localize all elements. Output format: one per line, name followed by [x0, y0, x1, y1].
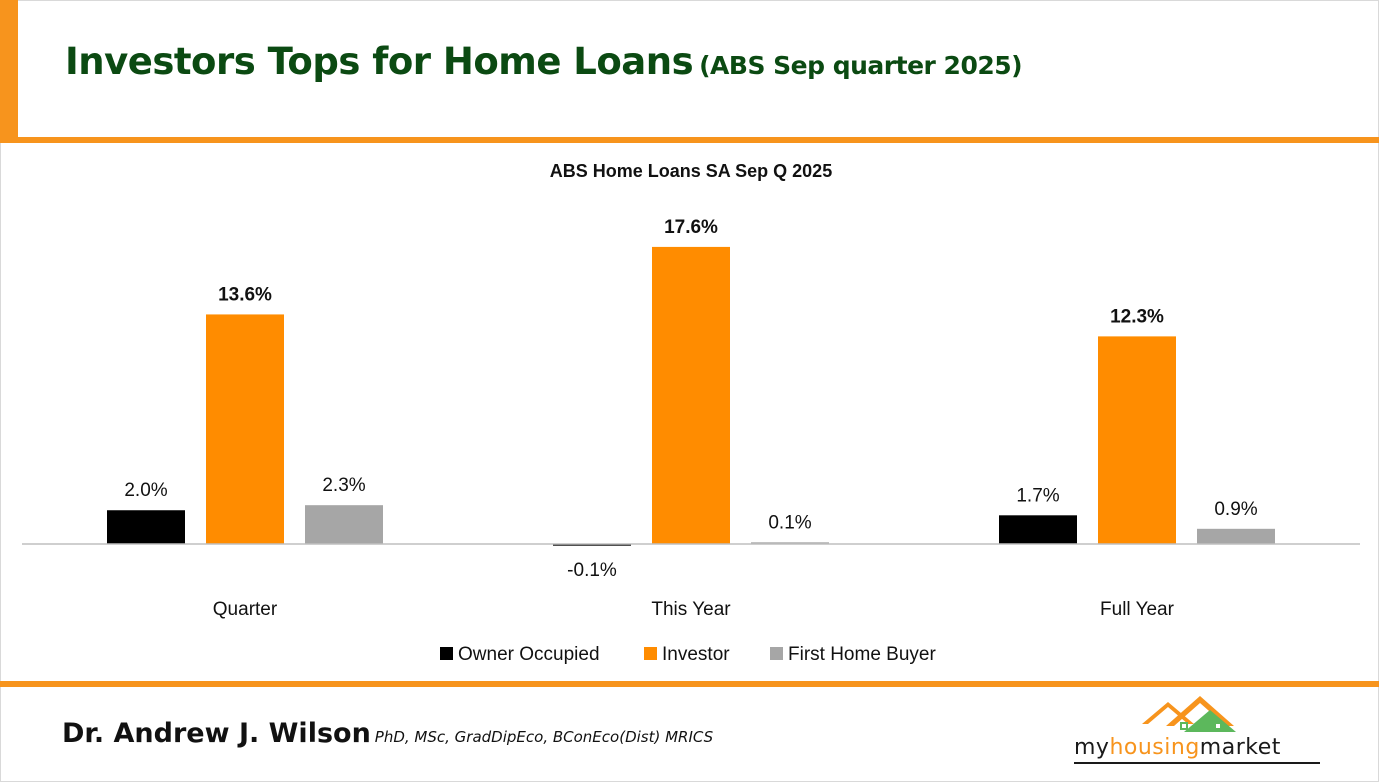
data-label: 17.6%	[664, 217, 718, 238]
bar-investor-quarter	[206, 314, 284, 544]
author-credit: Dr. Andrew J. Wilson PhD, MSc, GradDipEco…	[62, 718, 713, 749]
chart-title: ABS Home Loans SA Sep Q 2025	[550, 161, 832, 181]
footer-divider	[0, 681, 1379, 687]
myhousingmarket-logo: myhousingmarket	[1066, 694, 1326, 766]
category-label: Quarter	[213, 599, 278, 620]
data-label: 1.7%	[1016, 485, 1059, 506]
bar-owner-occupied-full-year	[999, 515, 1077, 544]
category-label: This Year	[651, 599, 731, 620]
headline-main: Investors Tops for Home Loans	[65, 40, 694, 83]
bar-investor-this-year	[652, 246, 730, 545]
legend-entry: Owner Occupied	[458, 644, 600, 665]
house-roof-icon	[1142, 696, 1236, 732]
author-credentials: PhD, MSc, GradDipEco, BConEco(Dist) MRIC…	[374, 728, 714, 746]
legend-entry: Investor	[662, 644, 730, 665]
legend-entry: First Home Buyer	[788, 644, 936, 665]
bar-chart: ABS Home Loans SA Sep Q 2025 2.0% 13.6% 2.3…	[22, 161, 1360, 665]
legend-swatch	[440, 647, 453, 660]
slide-headline: Investors Tops for Home Loans (ABS Sep qu…	[65, 40, 1023, 83]
author-name: Dr. Andrew J. Wilson	[62, 718, 371, 749]
bar-first-home-buyer-this-year	[751, 542, 829, 544]
data-label: 13.6%	[218, 284, 272, 305]
data-label: -0.1%	[567, 560, 617, 581]
data-label: 0.9%	[1214, 499, 1257, 520]
logo-text-housing: housing	[1109, 735, 1200, 760]
logo-underline	[1074, 762, 1320, 764]
headline-subtitle: (ABS Sep quarter 2025)	[699, 51, 1023, 80]
bar-investor-full-year	[1098, 336, 1176, 544]
data-label: 0.1%	[768, 512, 811, 533]
category-label: Full Year	[1100, 599, 1175, 620]
data-label: 2.0%	[124, 480, 167, 501]
logo-wordmark: myhousingmarket	[1074, 735, 1281, 760]
logo-text-my: my	[1074, 735, 1110, 760]
legend-swatch	[770, 647, 783, 660]
data-label: 2.3%	[322, 475, 365, 496]
data-label: 12.3%	[1110, 306, 1164, 327]
bar-first-home-buyer-quarter	[305, 505, 383, 544]
header-divider	[0, 137, 1379, 143]
bar-owner-occupied-this-year	[553, 544, 631, 546]
bar-owner-occupied-quarter	[107, 510, 185, 544]
legend-swatch	[644, 647, 657, 660]
bar-first-home-buyer-full-year	[1197, 528, 1275, 544]
logo-text-market: market	[1199, 735, 1281, 760]
accent-stripe	[0, 0, 18, 143]
